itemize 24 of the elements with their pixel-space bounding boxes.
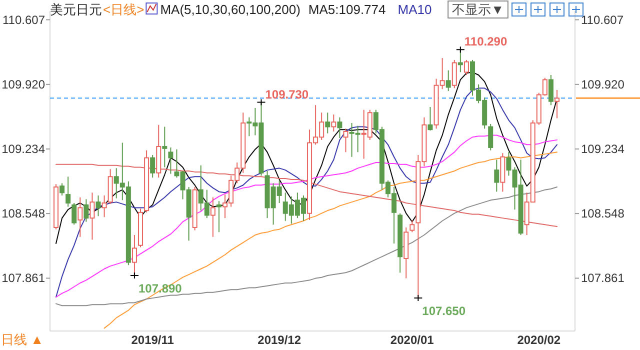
y2-tick-label: 109.234	[581, 142, 625, 156]
annotation: MA(5,10,30,60,100,200)	[160, 2, 300, 17]
text: 日线 ▲	[1, 332, 44, 347]
annotation: MA5:109.774	[308, 2, 386, 17]
y2-tick-label: 110.607	[581, 12, 624, 27]
annotation: 不显示▼	[452, 2, 504, 17]
y-tick-label: 108.548	[2, 206, 46, 221]
annotation: 107.650	[422, 304, 466, 318]
y2-tick-label: 108.548	[581, 206, 625, 221]
y-tick-label: 107.861	[2, 271, 46, 286]
y-tick-label: 109.234	[2, 142, 46, 156]
x-tick-label: 2019/12	[258, 333, 302, 347]
y2-tick-label: 109.920	[581, 77, 625, 92]
x-tick-label: 2020/02	[517, 333, 561, 347]
y-tick-label: 109.920	[2, 77, 46, 92]
x-tick-label: 2020/01	[390, 333, 434, 347]
y-tick-label: 110.607	[2, 12, 46, 27]
y2-tick-label: 107.861	[581, 271, 625, 286]
chart-title: 美元日元	[50, 2, 102, 17]
annotation: 110.290	[464, 34, 508, 49]
annotation: <日线>	[103, 2, 144, 17]
x-tick-label: 2019/11	[131, 333, 174, 347]
annotation: MA10	[398, 2, 432, 17]
annotation: 109.730	[265, 87, 309, 102]
